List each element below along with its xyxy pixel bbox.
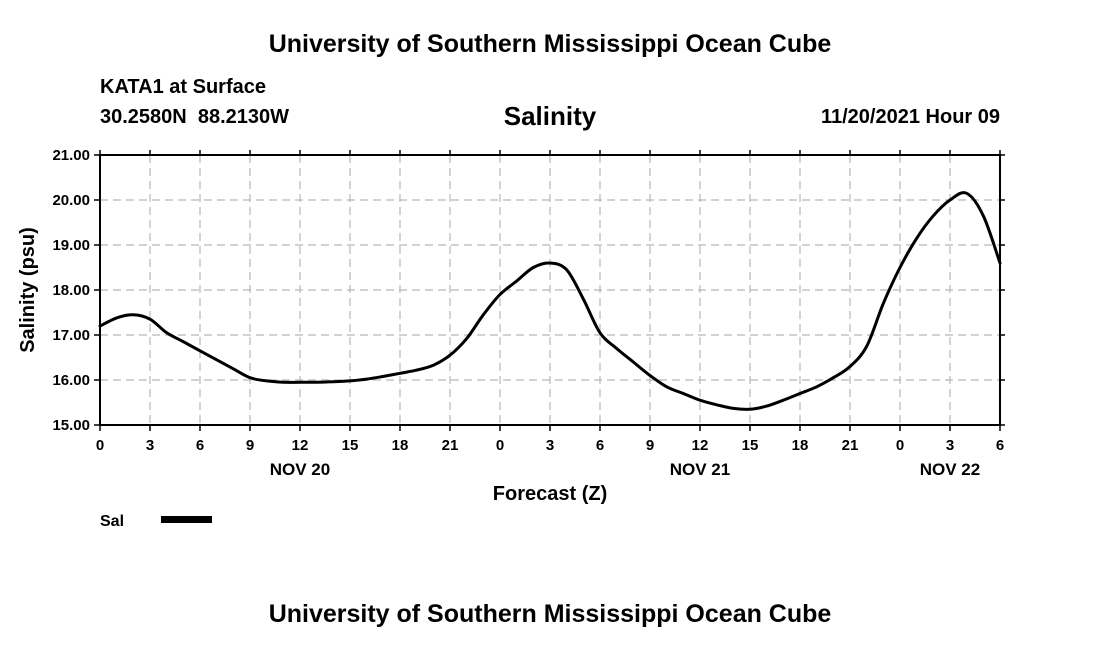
chart-footer-title: University of Southern Mississippi Ocean… bbox=[268, 600, 832, 628]
series-layer bbox=[98, 191, 1002, 411]
y-tick-label: 19.00 bbox=[52, 237, 90, 254]
date-label: NOV 21 bbox=[670, 460, 730, 479]
x-tick-label: 0 bbox=[96, 437, 104, 454]
y-tick-label: 15.00 bbox=[52, 417, 90, 434]
axis-labels: 0 3 6 9 12 15 18 21 0 3 6 9 12 15 18 21 0 3 6 15.00 16.00 17.… bbox=[52, 147, 1004, 479]
x-tick-label: 15 bbox=[742, 437, 759, 454]
x-tick-label: 6 bbox=[996, 437, 1004, 454]
variable-title: Salinity bbox=[503, 101, 597, 131]
x-axis-label: Forecast (Z) bbox=[493, 483, 607, 505]
plot-frame bbox=[99, 154, 1001, 426]
chart-header-title: University of Southern Mississippi Ocean… bbox=[268, 30, 832, 58]
legend: Sal bbox=[100, 513, 212, 530]
x-tick-label: 0 bbox=[496, 437, 504, 454]
x-tick-label: 21 bbox=[842, 437, 859, 454]
station-label: KATA1 at Surface bbox=[100, 76, 266, 98]
forecast-datetime: 11/20/2021 Hour 09 bbox=[820, 106, 1000, 128]
series-line-sal bbox=[98, 191, 1002, 411]
x-tick-label: 3 bbox=[946, 437, 954, 454]
x-tick-label: 3 bbox=[146, 437, 154, 454]
x-tick-label: 9 bbox=[646, 437, 654, 454]
x-tick-label: 12 bbox=[292, 437, 309, 454]
y-axis-label: Salinity (psu) bbox=[17, 227, 39, 353]
station-coordinates: 30.2580N 88.2130W bbox=[100, 106, 290, 128]
date-label: NOV 20 bbox=[270, 460, 330, 479]
x-tick-label: 18 bbox=[392, 437, 409, 454]
x-tick-label: 6 bbox=[196, 437, 204, 454]
y-tick-label: 17.00 bbox=[52, 327, 90, 344]
y-tick-label: 18.00 bbox=[52, 282, 90, 299]
y-tick-label: 16.00 bbox=[52, 372, 90, 389]
y-tick-label: 20.00 bbox=[52, 192, 90, 209]
x-tick-label: 0 bbox=[896, 437, 904, 454]
y-tick-label: 21.00 bbox=[52, 147, 90, 164]
x-tick-label: 15 bbox=[342, 437, 359, 454]
x-tick-label: 18 bbox=[792, 437, 809, 454]
x-tick-label: 6 bbox=[596, 437, 604, 454]
legend-label: Sal bbox=[100, 513, 124, 530]
x-tick-label: 21 bbox=[442, 437, 459, 454]
grid-lines bbox=[100, 154, 1000, 425]
x-tick-label: 9 bbox=[246, 437, 254, 454]
x-tick-label: 12 bbox=[692, 437, 709, 454]
date-label: NOV 22 bbox=[920, 460, 980, 479]
legend-swatch bbox=[161, 516, 212, 523]
x-tick-label: 3 bbox=[546, 437, 554, 454]
